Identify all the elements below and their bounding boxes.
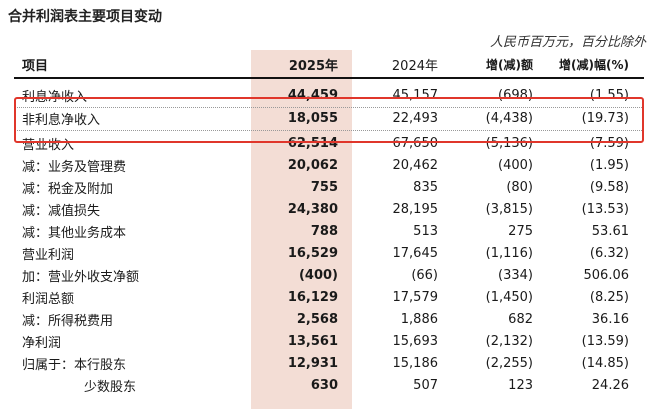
value-change: (2,132) bbox=[485, 334, 533, 349]
row-label: 加：营业外收支净额 bbox=[22, 270, 140, 285]
value-2025: 12,931 bbox=[287, 356, 338, 371]
value-change: (4,438) bbox=[485, 111, 533, 126]
page-title: 合并利润表主要项目变动 bbox=[8, 9, 162, 25]
value-2024: 22,493 bbox=[392, 111, 439, 126]
value-2025: 20,062 bbox=[287, 158, 338, 173]
value-change: (1,450) bbox=[485, 290, 533, 305]
row-label: 非利息净收入 bbox=[22, 113, 101, 128]
value-2025: 16,529 bbox=[287, 246, 338, 261]
value-change: (400) bbox=[498, 158, 533, 173]
value-2024: 513 bbox=[413, 224, 438, 239]
value-2024: 20,462 bbox=[392, 158, 439, 173]
table-row: 减：业务及管理费 20,062 20,462 (400) (1.95) bbox=[14, 155, 644, 177]
value-2025: 44,459 bbox=[287, 88, 338, 103]
header-2025: 2025年 bbox=[288, 58, 338, 74]
value-change: (1,116) bbox=[485, 246, 533, 261]
value-pct: (9.58) bbox=[589, 180, 629, 195]
row-label: 减：所得税费用 bbox=[22, 314, 114, 329]
value-change: 275 bbox=[508, 224, 533, 239]
table-row: 少数股东 630 507 123 24.26 bbox=[14, 375, 644, 397]
row-label: 归属于：本行股东 bbox=[22, 358, 127, 373]
value-2024: 835 bbox=[413, 180, 438, 195]
table-row: 减：其他业务成本 788 513 275 53.61 bbox=[14, 221, 644, 243]
value-2024: (66) bbox=[411, 268, 438, 283]
value-change: 123 bbox=[508, 378, 533, 393]
value-change: (3,815) bbox=[485, 202, 533, 217]
value-pct: (6.32) bbox=[589, 246, 629, 261]
value-pct: (14.85) bbox=[581, 356, 629, 371]
table-body: 利息净收入 44,459 45,157 (698) (1.55) 非利息净收入 18,055… bbox=[14, 85, 644, 397]
table-row: 减：税金及附加 755 835 (80) (9.58) bbox=[14, 177, 644, 199]
value-2025: 18,055 bbox=[287, 111, 338, 126]
value-2024: 507 bbox=[413, 378, 438, 393]
value-2025: 16,129 bbox=[287, 290, 338, 305]
row-label: 减：税金及附加 bbox=[22, 182, 114, 197]
value-2024: 1,886 bbox=[400, 312, 438, 327]
value-2025: 2,568 bbox=[296, 312, 338, 327]
value-change: (5,136) bbox=[485, 136, 533, 151]
table-row: 非利息净收入 18,055 22,493 (4,438) (19.73) bbox=[14, 108, 644, 131]
value-pct: (13.59) bbox=[581, 334, 629, 349]
value-2024: 17,645 bbox=[392, 246, 439, 261]
row-label: 减：其他业务成本 bbox=[22, 226, 127, 241]
value-pct: (19.73) bbox=[581, 111, 629, 126]
value-pct: 24.26 bbox=[591, 378, 629, 393]
value-2025: (400) bbox=[298, 268, 338, 283]
value-pct: (7.59) bbox=[589, 136, 629, 151]
value-2025: 13,561 bbox=[287, 334, 338, 349]
value-2024: 15,693 bbox=[392, 334, 439, 349]
header-pct: 增(减)幅(%) bbox=[559, 57, 629, 72]
value-change: (698) bbox=[498, 88, 533, 103]
value-2024: 45,157 bbox=[392, 88, 439, 103]
table-row: 净利润 13,561 15,693 (2,132) (13.59) bbox=[14, 331, 644, 353]
table-row: 归属于：本行股东 12,931 15,186 (2,255) (14.85) bbox=[14, 353, 644, 375]
value-change: (80) bbox=[506, 180, 533, 195]
value-2025: 24,380 bbox=[287, 202, 338, 217]
value-change: (334) bbox=[498, 268, 533, 283]
value-2024: 15,186 bbox=[392, 356, 439, 371]
row-label: 少数股东 bbox=[84, 380, 137, 395]
table-row: 减：减值损失 24,380 28,195 (3,815) (13.53) bbox=[14, 199, 644, 221]
row-label: 净利润 bbox=[22, 336, 62, 351]
header-2024: 2024年 bbox=[391, 58, 438, 74]
table-row: 营业利润 16,529 17,645 (1,116) (6.32) bbox=[14, 243, 644, 265]
value-2024: 67,650 bbox=[392, 136, 439, 151]
value-2025: 62,514 bbox=[287, 136, 338, 151]
value-change: 682 bbox=[508, 312, 533, 327]
value-pct: (8.25) bbox=[589, 290, 629, 305]
value-change: (2,255) bbox=[485, 356, 533, 371]
table-row: 加：营业外收支净额 (400) (66) (334) 506.06 bbox=[14, 265, 644, 287]
value-2025: 630 bbox=[310, 378, 338, 393]
value-2025: 755 bbox=[310, 180, 338, 195]
row-label: 营业利润 bbox=[22, 248, 75, 263]
table-header: 项目 2025年 2024年 增(减)额 增(减)幅(%) bbox=[14, 51, 644, 77]
row-label: 减：业务及管理费 bbox=[22, 160, 127, 175]
header-divider bbox=[14, 77, 644, 79]
value-pct: (13.53) bbox=[581, 202, 629, 217]
value-pct: 506.06 bbox=[583, 268, 630, 283]
unit-note: 人民币百万元，百分比除外 bbox=[489, 35, 646, 50]
table-row: 利息净收入 44,459 45,157 (698) (1.55) bbox=[14, 85, 644, 108]
table-row: 利润总额 16,129 17,579 (1,450) (8.25) bbox=[14, 287, 644, 309]
value-pct: (1.55) bbox=[589, 88, 629, 103]
table-row: 减：所得税费用 2,568 1,886 682 36.16 bbox=[14, 309, 644, 331]
header-item: 项目 bbox=[22, 58, 49, 74]
value-pct: 53.61 bbox=[591, 224, 629, 239]
value-2024: 28,195 bbox=[392, 202, 439, 217]
highlight-column-2025 bbox=[251, 50, 352, 409]
highlight-box bbox=[14, 97, 644, 143]
value-pct: 36.16 bbox=[591, 312, 629, 327]
row-label: 减：减值损失 bbox=[22, 204, 101, 219]
income-statement-table: 项目 2025年 2024年 增(减)额 增(减)幅(%) 利息净收入 44,45… bbox=[14, 51, 644, 397]
value-2024: 17,579 bbox=[392, 290, 439, 305]
header-change: 增(减)额 bbox=[486, 57, 533, 72]
value-2025: 788 bbox=[310, 224, 338, 239]
value-pct: (1.95) bbox=[589, 158, 629, 173]
row-label: 利润总额 bbox=[22, 292, 75, 307]
